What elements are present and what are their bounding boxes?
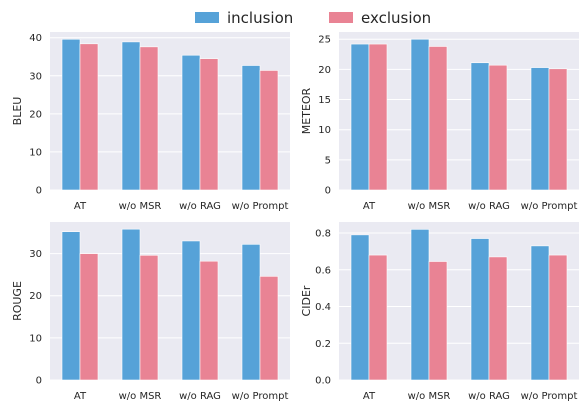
legend-swatch-exclusion	[329, 12, 353, 23]
legend: inclusion exclusion	[195, 9, 431, 27]
y-tick-label: 0.4	[315, 302, 331, 313]
bar-exclusion	[79, 43, 99, 191]
y-axis-label: ROUGE	[11, 281, 24, 321]
x-tick-label: AT	[363, 201, 376, 212]
legend-swatch-inclusion	[195, 12, 219, 23]
y-tick-label: 0	[325, 186, 331, 197]
bar-exclusion	[368, 43, 388, 191]
y-tick-label: 0.2	[315, 339, 331, 350]
y-tick-label: 0.6	[315, 265, 331, 276]
x-tick-label: w/o MSR	[408, 391, 451, 401]
x-tick-label: AT	[74, 391, 87, 401]
bar-exclusion	[139, 46, 159, 191]
x-tick-label: w/o RAG	[468, 391, 510, 401]
bar-exclusion	[368, 254, 388, 381]
bar-inclusion	[410, 38, 430, 191]
bar-inclusion	[241, 244, 261, 381]
bar-inclusion	[61, 38, 81, 191]
x-tick-label: w/o Prompt	[521, 201, 578, 212]
y-axis-label: CIDEr	[300, 285, 313, 316]
y-tick-label: 20	[29, 109, 42, 120]
bar-inclusion	[470, 62, 490, 191]
y-tick-label: 10	[29, 147, 42, 158]
y-tick-label: 20	[29, 291, 42, 302]
bar-exclusion	[428, 261, 448, 381]
x-tick-label: w/o RAG	[468, 201, 510, 212]
y-tick-label: 15	[318, 95, 331, 106]
panel-meteor: 0 5 10 15 20 25 AT w/o MSR w/o RAG w/o Prompt METE…	[300, 32, 579, 212]
y-tick-label: 0	[36, 376, 42, 387]
panel-bleu: 0 10 20 30 40 AT w/o MSR w/o RAG w/o Prompt BLEU	[11, 32, 290, 212]
x-tick-label: AT	[363, 391, 376, 401]
bar-inclusion	[181, 240, 201, 381]
y-axis-label: BLEU	[11, 97, 24, 126]
bar-exclusion	[488, 256, 508, 381]
legend-label-exclusion: exclusion	[361, 9, 431, 27]
bar-inclusion	[530, 67, 550, 191]
bar-inclusion	[181, 54, 201, 191]
x-tick-label: w/o RAG	[179, 201, 221, 212]
bar-inclusion	[61, 231, 81, 381]
y-tick-label: 30	[29, 71, 42, 82]
x-tick-label: w/o MSR	[119, 201, 162, 212]
bar-exclusion	[199, 260, 219, 381]
y-tick-label: 0.8	[315, 229, 331, 240]
bar-inclusion	[470, 238, 490, 381]
bar-exclusion	[79, 253, 99, 381]
x-tick-label: w/o MSR	[408, 201, 451, 212]
bar-exclusion	[259, 70, 279, 191]
legend-label-inclusion: inclusion	[227, 9, 293, 27]
y-tick-label: 10	[318, 125, 331, 136]
bar-exclusion	[428, 46, 448, 191]
x-tick-label: w/o Prompt	[521, 391, 578, 401]
bar-inclusion	[241, 65, 261, 191]
x-tick-label: w/o Prompt	[232, 391, 289, 401]
bar-exclusion	[139, 254, 159, 381]
y-tick-label: 10	[29, 333, 42, 344]
x-tick-label: AT	[74, 201, 87, 212]
x-tick-label: w/o RAG	[179, 391, 221, 401]
bar-inclusion	[410, 229, 430, 381]
y-tick-label: 40	[29, 33, 42, 44]
panel-cider: 0.0 0.2 0.4 0.6 0.8 AT w/o MSR w/o RAG w/o Promp…	[300, 222, 579, 401]
bar-exclusion	[548, 68, 568, 191]
bar-exclusion	[488, 64, 508, 191]
bar-inclusion	[121, 228, 141, 381]
y-tick-label: 25	[318, 35, 331, 46]
y-tick-label: 30	[29, 249, 42, 260]
x-tick-label: w/o Prompt	[232, 201, 289, 212]
bar-inclusion	[530, 245, 550, 381]
panel-rouge: 0 10 20 30 AT w/o MSR w/o RAG w/o Prompt ROUGE	[11, 222, 290, 401]
x-tick-label: w/o MSR	[119, 391, 162, 401]
bar-exclusion	[259, 276, 279, 381]
y-tick-label: 0	[36, 186, 42, 197]
y-axis-label: METEOR	[300, 87, 313, 134]
bar-inclusion	[121, 41, 141, 191]
bar-exclusion	[548, 254, 568, 381]
bar-exclusion	[199, 58, 219, 191]
y-tick-label: 0.0	[315, 376, 331, 387]
y-tick-label: 20	[318, 65, 331, 76]
bar-inclusion	[350, 234, 370, 381]
bar-inclusion	[350, 43, 370, 191]
y-tick-label: 5	[325, 155, 331, 166]
